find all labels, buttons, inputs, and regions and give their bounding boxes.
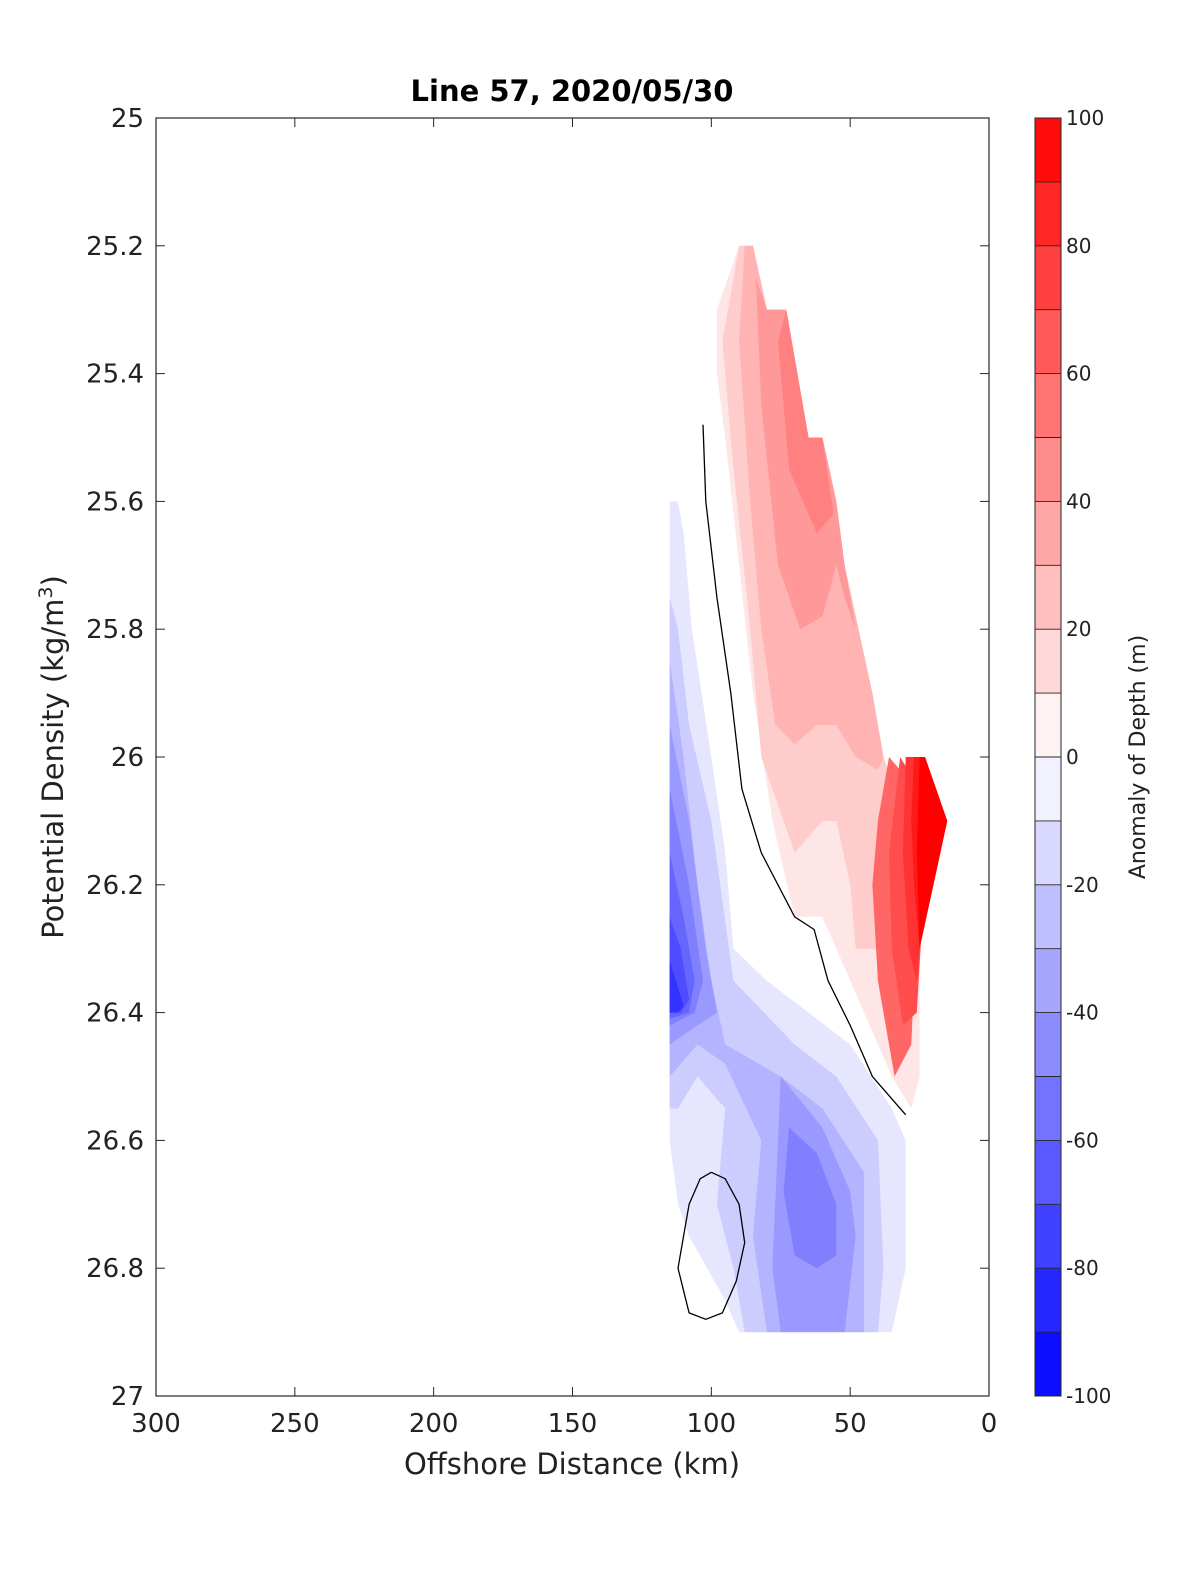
colorbar-segment: [1035, 629, 1061, 694]
y-axis-label-main: Potential Density (kg/m: [36, 599, 70, 939]
colorbar-segment: [1035, 1012, 1061, 1077]
x-axis-label: Offshore Distance (km): [404, 1447, 740, 1481]
colorbar-tick-label: 0: [1066, 745, 1079, 769]
main-zero-contour: [702, 424, 907, 1116]
y-axis-label-superscript: 3: [35, 586, 57, 598]
contour-fill: [669, 245, 948, 1333]
colorbar-tick-label: -60: [1066, 1128, 1099, 1152]
y-tick-label: 25.6: [86, 487, 144, 517]
colorbar-segment: [1035, 948, 1061, 1014]
x-tick-label: 100: [687, 1409, 737, 1439]
colorbar-tick-label: 80: [1066, 234, 1091, 258]
y-tick-label: 26: [111, 743, 144, 773]
y-tick-label: 25.4: [86, 360, 144, 390]
colorbar-segment: [1035, 181, 1061, 247]
colorbar-segment: [1035, 1332, 1061, 1397]
colorbar-segment: [1035, 373, 1061, 438]
y-tick-label: 25: [111, 104, 144, 134]
x-tick-label: 0: [981, 1409, 998, 1439]
colorbar-tick-label: 100: [1066, 106, 1104, 130]
y-tick-label: 26.8: [86, 1254, 144, 1284]
colorbar-segment: [1035, 884, 1061, 950]
y-axis-label-close: ): [36, 575, 70, 586]
colorbar-segment: [1035, 1076, 1061, 1141]
colorbar-segment: [1035, 757, 1061, 822]
contour-band-50: [778, 309, 834, 534]
chart-title: Line 57, 2020/05/30: [411, 74, 734, 108]
colorbar-tick-label: -80: [1066, 1256, 1099, 1280]
contour-band-neg50: [783, 1127, 837, 1269]
colorbar-tick-label: -40: [1066, 1001, 1099, 1025]
colorbar-tick-label: 20: [1066, 617, 1091, 641]
colorbar-segment: [1035, 437, 1061, 502]
x-tick-label: 150: [548, 1409, 598, 1439]
y-axis: 25 25.2 25.4 25.6 25.8 26 26.2 26.4 26.6 26.8 27: [86, 104, 989, 1412]
colorbar-tick-label: -100: [1066, 1384, 1111, 1408]
y-tick-label: 26.4: [86, 999, 144, 1029]
x-axis: 300 250 200 150 100 50 0: [131, 118, 997, 1439]
zero-contour-lines: [677, 424, 907, 1320]
colorbar-segment: [1035, 501, 1061, 566]
y-tick-label: 25.2: [86, 232, 144, 262]
y-tick-label: 26.2: [86, 871, 144, 901]
colorbar-segment: [1035, 118, 1061, 183]
x-tick-label: 50: [834, 1409, 867, 1439]
y-tick-label: 27: [111, 1382, 144, 1412]
x-tick-label: 250: [270, 1409, 320, 1439]
colorbar-segment: [1035, 1204, 1061, 1269]
colorbar-segment: [1035, 565, 1061, 630]
y-tick-label: 26.6: [86, 1126, 144, 1156]
colorbar-segment: [1035, 1268, 1061, 1333]
colorbar-segment: [1035, 1140, 1061, 1205]
contour-band-neg80: [669, 961, 684, 1013]
x-tick-label: 200: [409, 1409, 459, 1439]
y-tick-label: 25.8: [86, 615, 144, 645]
contour-band-100: [916, 757, 948, 949]
colorbar-tick-label: 60: [1066, 362, 1091, 386]
colorbar-tick-label: 40: [1066, 489, 1091, 513]
y-axis-label: Potential Density (kg/m3): [35, 575, 70, 939]
colorbar-segment: [1035, 309, 1061, 375]
closed-zero-contour: [677, 1171, 746, 1320]
colorbar-segment: [1035, 245, 1061, 311]
colorbar-segment: [1035, 820, 1061, 886]
x-tick-label: 300: [131, 1409, 181, 1439]
colorbar-tick-label: -20: [1066, 873, 1099, 897]
colorbar-segment: [1035, 693, 1061, 758]
colorbar-title: Anomaly of Depth (m): [1126, 635, 1151, 879]
colorbar: -100 -80 -60 -40 -20 0 20 40 60 80 100: [1034, 106, 1111, 1408]
